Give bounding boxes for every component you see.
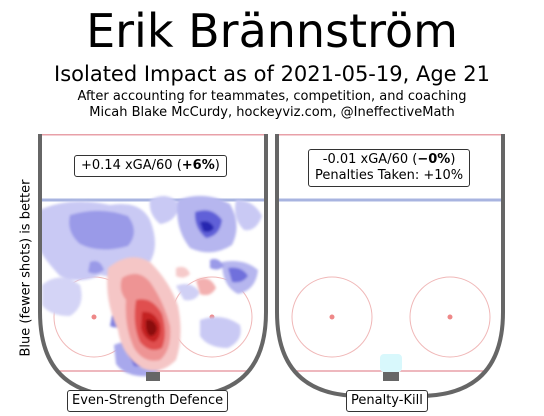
chart-title: Erik Brännström	[86, 4, 458, 58]
pk-penalties-taken: Penalties Taken: +10%	[315, 168, 464, 183]
es-pct-close: )	[214, 158, 220, 173]
pk-pct-open: (	[408, 152, 418, 167]
caption-line-2: Micah Blake McCurdy, hockeyviz.com, @Ine…	[89, 105, 455, 120]
es-stat-box: +0.14 xGA/60 (+6%)	[74, 155, 227, 177]
crease-tint	[380, 354, 402, 372]
goal-net-right	[383, 372, 399, 381]
pk-stat-box: -0.01 xGA/60 (−0%) Penalties Taken: +10%	[308, 149, 471, 187]
es-xga60: +0.14 xGA/60	[81, 158, 173, 173]
panel-even-strength	[38, 134, 268, 398]
es-panel-label: Even-Strength Defence	[67, 390, 229, 412]
faceoff-dot-left	[91, 314, 97, 320]
caption-line-1: After accounting for teammates, competit…	[77, 89, 467, 104]
es-pct: +6%	[181, 158, 215, 173]
es-pct-open: (	[172, 158, 182, 173]
faceoff-circle-right	[409, 276, 491, 358]
chart-subtitle: Isolated Impact as of 2021-05-19, Age 21	[54, 62, 490, 86]
red-regions	[107, 257, 216, 371]
pk-pct: −0%	[417, 152, 451, 167]
faceoff-dot-right	[447, 314, 453, 320]
faceoff-circle-left	[291, 276, 373, 358]
goal-net-left	[146, 372, 160, 381]
faceoff-dot-left	[329, 314, 335, 320]
pk-panel-label: Penalty-Kill	[346, 390, 428, 412]
pk-pct-close: )	[450, 152, 456, 167]
pk-xga60: -0.01 xGA/60	[322, 152, 409, 167]
